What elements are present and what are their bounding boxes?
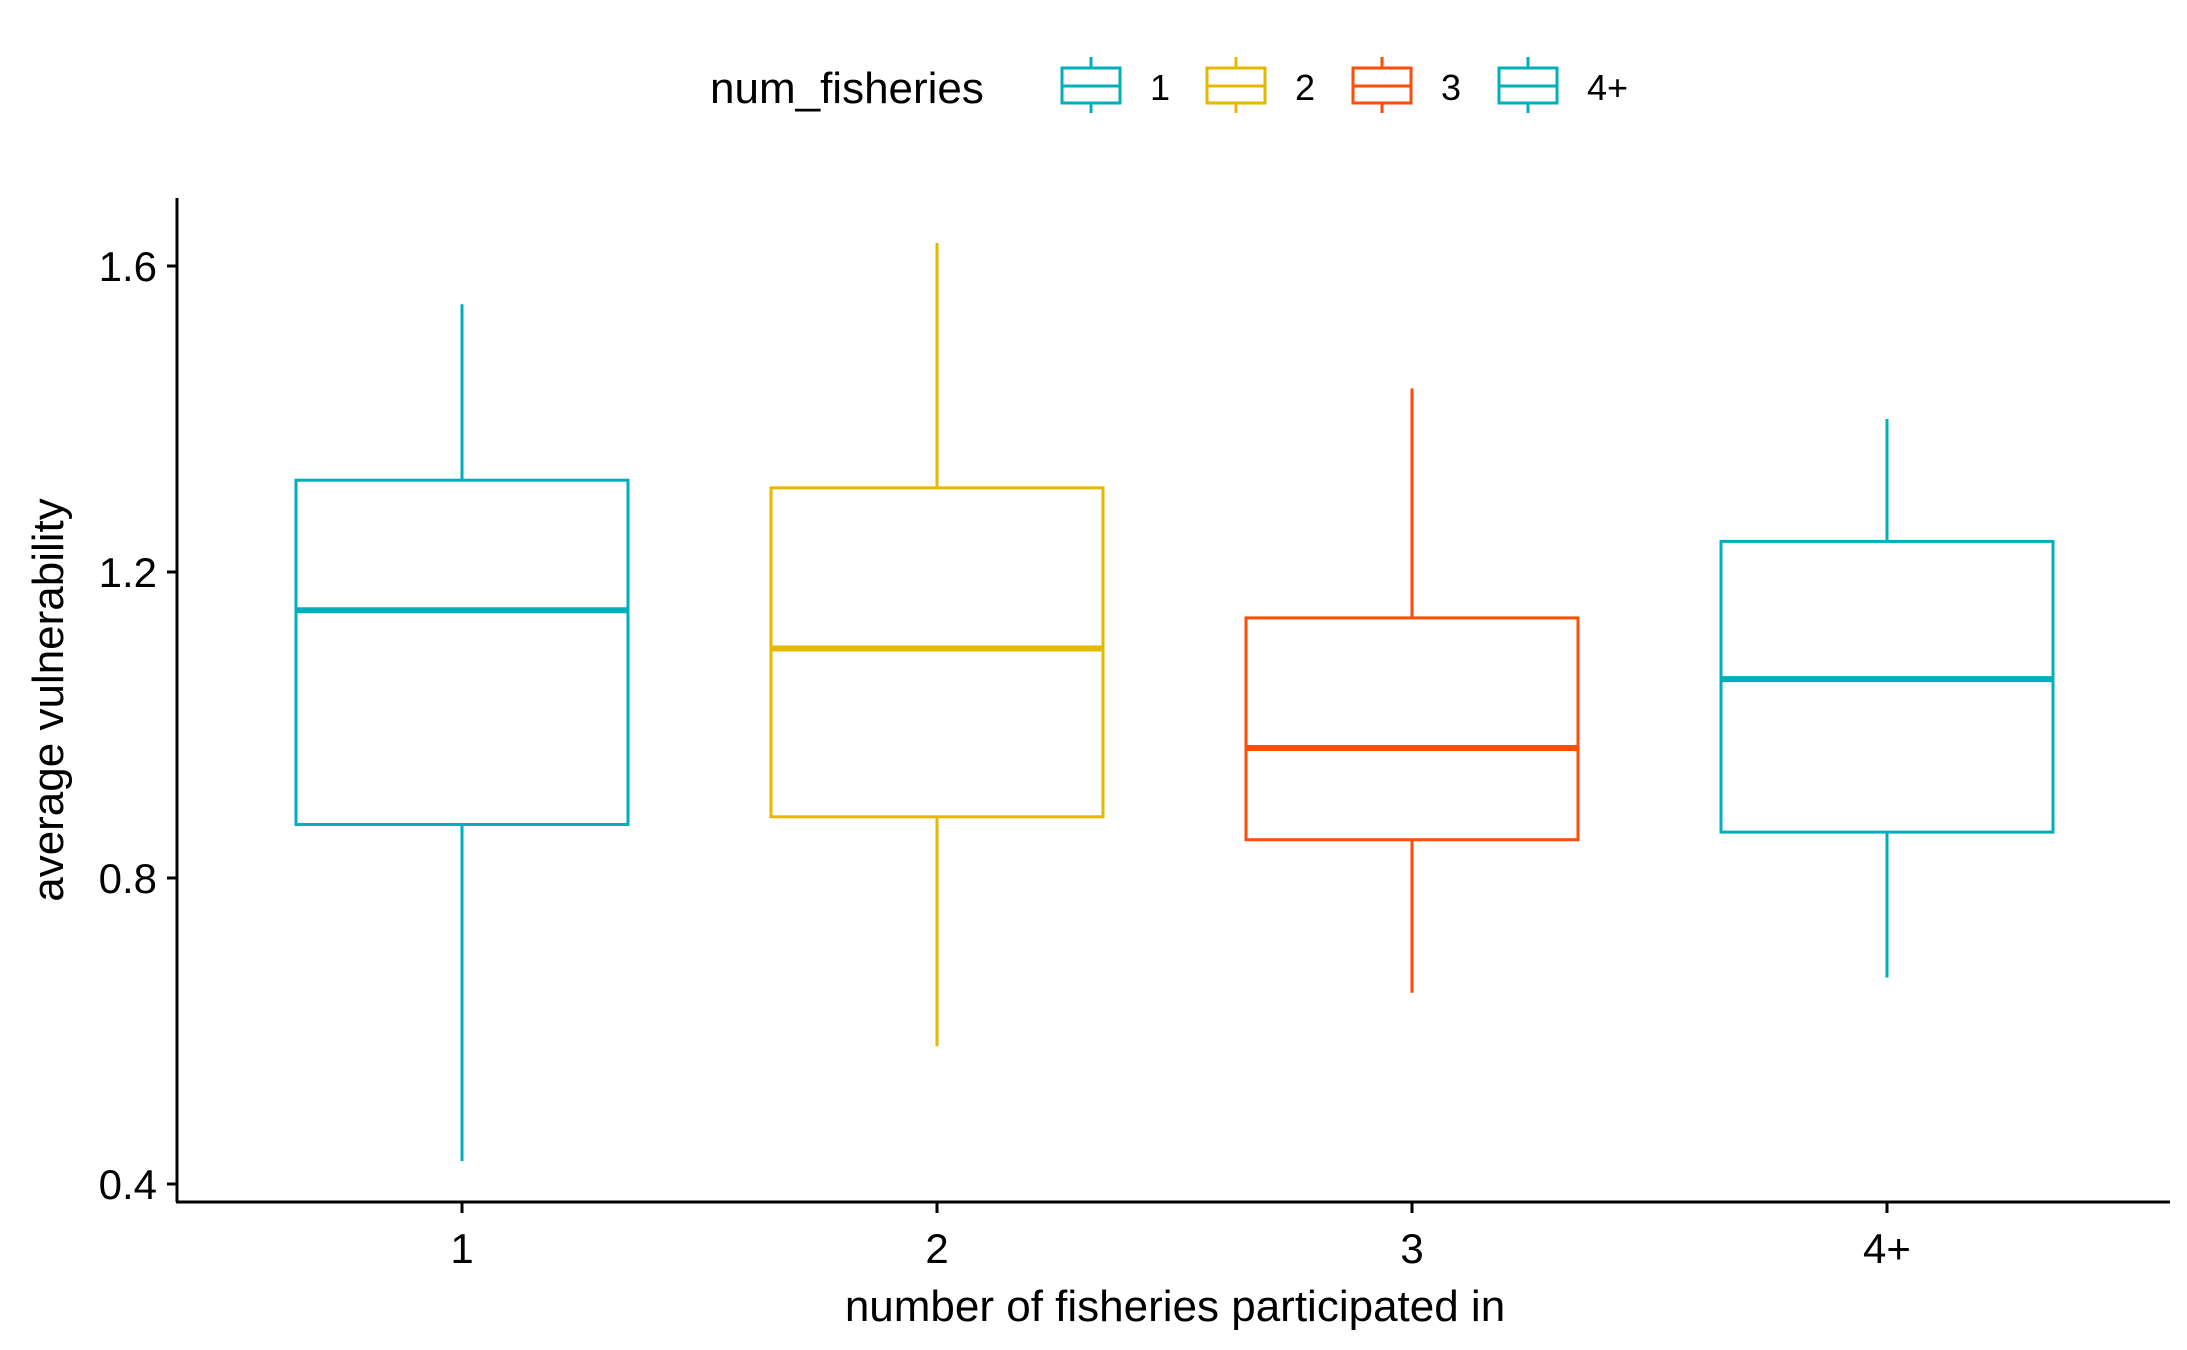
- y-tick-label: 0.4: [99, 1161, 157, 1208]
- legend: num_fisheries 1 2 3 4+: [710, 57, 1628, 113]
- legend-title: num_fisheries: [710, 64, 984, 113]
- x-tick-label: 4+: [1863, 1225, 1911, 1272]
- box-2: [769, 243, 1105, 1047]
- legend-key: 1: [1060, 57, 1170, 113]
- box-body: [1244, 616, 1580, 842]
- x-tick-label: 1: [450, 1225, 473, 1272]
- x-tick-label: 2: [925, 1225, 948, 1272]
- legend-label: 4+: [1587, 67, 1628, 108]
- box-4: [1719, 419, 2055, 978]
- box-body: [769, 486, 1105, 819]
- y-tick-label: 0.8: [99, 855, 157, 902]
- legend-key: 2: [1205, 57, 1315, 113]
- boxes: [294, 243, 2055, 1162]
- box-3: [1244, 388, 1580, 993]
- box-1: [294, 304, 630, 1162]
- y-tick-label: 1.6: [99, 243, 157, 290]
- legend-label: 2: [1295, 67, 1315, 108]
- legend-key: 3: [1351, 57, 1461, 113]
- legend-key: 4+: [1497, 57, 1628, 113]
- box-body: [1719, 539, 2055, 834]
- y-axis-title: average vulnerability: [24, 498, 73, 902]
- legend-label: 3: [1441, 67, 1461, 108]
- axes: [175, 198, 2170, 1204]
- legend-label: 1: [1150, 67, 1170, 108]
- x-tick-label: 3: [1400, 1225, 1423, 1272]
- box-body: [294, 478, 630, 826]
- x-ticks: 1 2 3 4+: [450, 1202, 1911, 1272]
- y-tick-label: 1.2: [99, 549, 157, 596]
- y-ticks: 0.4 0.8 1.2 1.6: [99, 243, 177, 1208]
- x-axis-title: number of fisheries participated in: [845, 1282, 1505, 1331]
